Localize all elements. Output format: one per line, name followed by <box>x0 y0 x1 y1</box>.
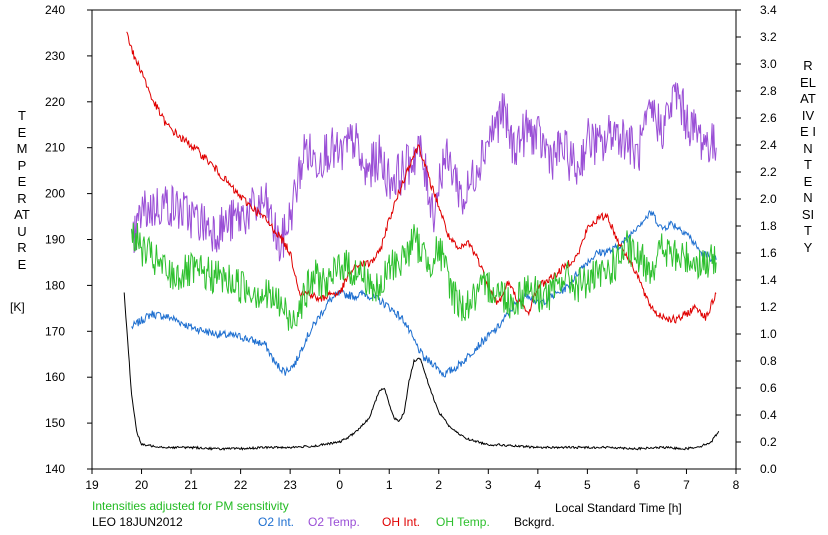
x-tick-label: 19 <box>85 478 99 492</box>
data-series <box>123 31 720 451</box>
y-right-tick-label: 2.8 <box>760 84 777 98</box>
y-left-tick-label: 150 <box>45 416 65 430</box>
legend-oh-temp: OH Temp. <box>436 515 490 529</box>
oh-int-line <box>126 31 717 324</box>
x-tick-label: 20 <box>135 478 149 492</box>
y-right-tick-label: 2.2 <box>760 165 777 179</box>
y-right-tick-label: 2.0 <box>760 192 777 206</box>
y-right-tick-label: 3.4 <box>760 3 777 17</box>
y-left-tick-label: 230 <box>45 49 65 63</box>
y-right-tick-label: 1.6 <box>760 246 777 260</box>
right-axis-label: RELATIVE INTENSITY <box>800 58 816 255</box>
bckgrd-line <box>123 292 720 451</box>
y-right-tick-label: 1.0 <box>760 327 777 341</box>
x-tick-label: 2 <box>435 478 442 492</box>
left-axis-label: TEMPERATURE <box>14 108 30 272</box>
y-left-tick-label: 190 <box>45 233 65 247</box>
x-tick-label: 23 <box>283 478 297 492</box>
y-right-tick-label: 2.4 <box>760 138 777 152</box>
plot-frame <box>91 9 737 470</box>
o2-temp-line <box>131 82 717 262</box>
y-left-tick-label: 240 <box>45 3 65 17</box>
x-tick-label: 6 <box>634 478 641 492</box>
y-right-tick-label: 0.8 <box>760 354 777 368</box>
left-axis-unit: [K] <box>10 300 25 314</box>
y-left-tick-label: 200 <box>45 187 65 201</box>
y-right-tick-label: 3.2 <box>760 30 777 44</box>
x-tick-label: 7 <box>683 478 690 492</box>
y-right-tick-label: 2.6 <box>760 111 777 125</box>
x-tick-label: 4 <box>535 478 542 492</box>
x-tick-label: 21 <box>184 478 198 492</box>
y-left-tick-label: 210 <box>45 141 65 155</box>
legend-o2-temp: O2 Temp. <box>308 515 360 529</box>
y-right-tick-label: 0.6 <box>760 381 777 395</box>
x-tick-label: 0 <box>336 478 343 492</box>
legend-bckgrd: Bckgrd. <box>514 515 555 529</box>
o2-int-line <box>131 210 717 378</box>
x-tick-label: 5 <box>584 478 591 492</box>
y-right-tick-label: 0.4 <box>760 408 777 422</box>
y-right-tick-label: 3.0 <box>760 57 777 71</box>
legend-o2-int: O2 Int. <box>258 515 295 529</box>
y-left-tick-label: 180 <box>45 278 65 292</box>
oh-temp-line <box>131 222 717 331</box>
x-tick-label: 1 <box>386 478 393 492</box>
legend-oh-int: OH Int. <box>382 515 421 529</box>
y-left-tick-label: 220 <box>45 95 65 109</box>
y-left-tick-label: 140 <box>45 462 65 476</box>
axis-ticks: 19 20 21 22 23 0 1 2 3 4 5 6 7 8140150160170180190200… <box>45 3 777 492</box>
y-right-tick-label: 0.0 <box>760 462 777 476</box>
y-left-tick-label: 160 <box>45 370 65 384</box>
x-tick-label: 3 <box>485 478 492 492</box>
y-left-tick-label: 170 <box>45 324 65 338</box>
site-date-label: LEO 18JUN2012 <box>92 515 183 529</box>
x-axis-label: Local Standard Time [h] <box>555 501 682 515</box>
y-right-tick-label: 0.2 <box>760 435 777 449</box>
sensitivity-note: Intensities adjusted for PM sensitivity <box>92 499 289 513</box>
y-right-tick-label: 1.8 <box>760 219 777 233</box>
x-tick-label: 22 <box>234 478 248 492</box>
y-right-tick-label: 1.2 <box>760 300 777 314</box>
y-right-tick-label: 1.4 <box>760 273 777 287</box>
x-tick-label: 8 <box>733 478 740 492</box>
